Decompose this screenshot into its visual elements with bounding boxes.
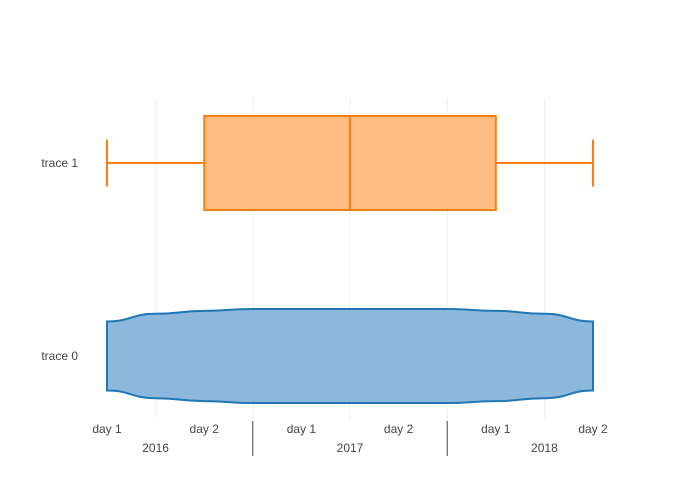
x-axis: day 1 day 2 day 1 day 2 day 1 day 2 2016 2017 20… bbox=[92, 421, 608, 456]
x-group-label: 2018 bbox=[531, 441, 558, 455]
y-axis: trace 0 trace 1 bbox=[41, 156, 78, 363]
y-tick-label: trace 1 bbox=[41, 156, 78, 170]
chart-marks bbox=[106, 114, 594, 405]
x-tick-label: day 2 bbox=[190, 422, 220, 436]
violin-shape bbox=[106, 307, 594, 405]
x-tick-label: day 1 bbox=[287, 422, 317, 436]
x-group-label: 2016 bbox=[142, 441, 169, 455]
x-tick-label: day 2 bbox=[578, 422, 608, 436]
x-tick-label: day 1 bbox=[92, 422, 122, 436]
x-group-label: 2017 bbox=[337, 441, 364, 455]
x-tick-label: day 1 bbox=[481, 422, 511, 436]
x-tick-label: day 2 bbox=[384, 422, 414, 436]
y-tick-label: trace 0 bbox=[41, 349, 78, 363]
